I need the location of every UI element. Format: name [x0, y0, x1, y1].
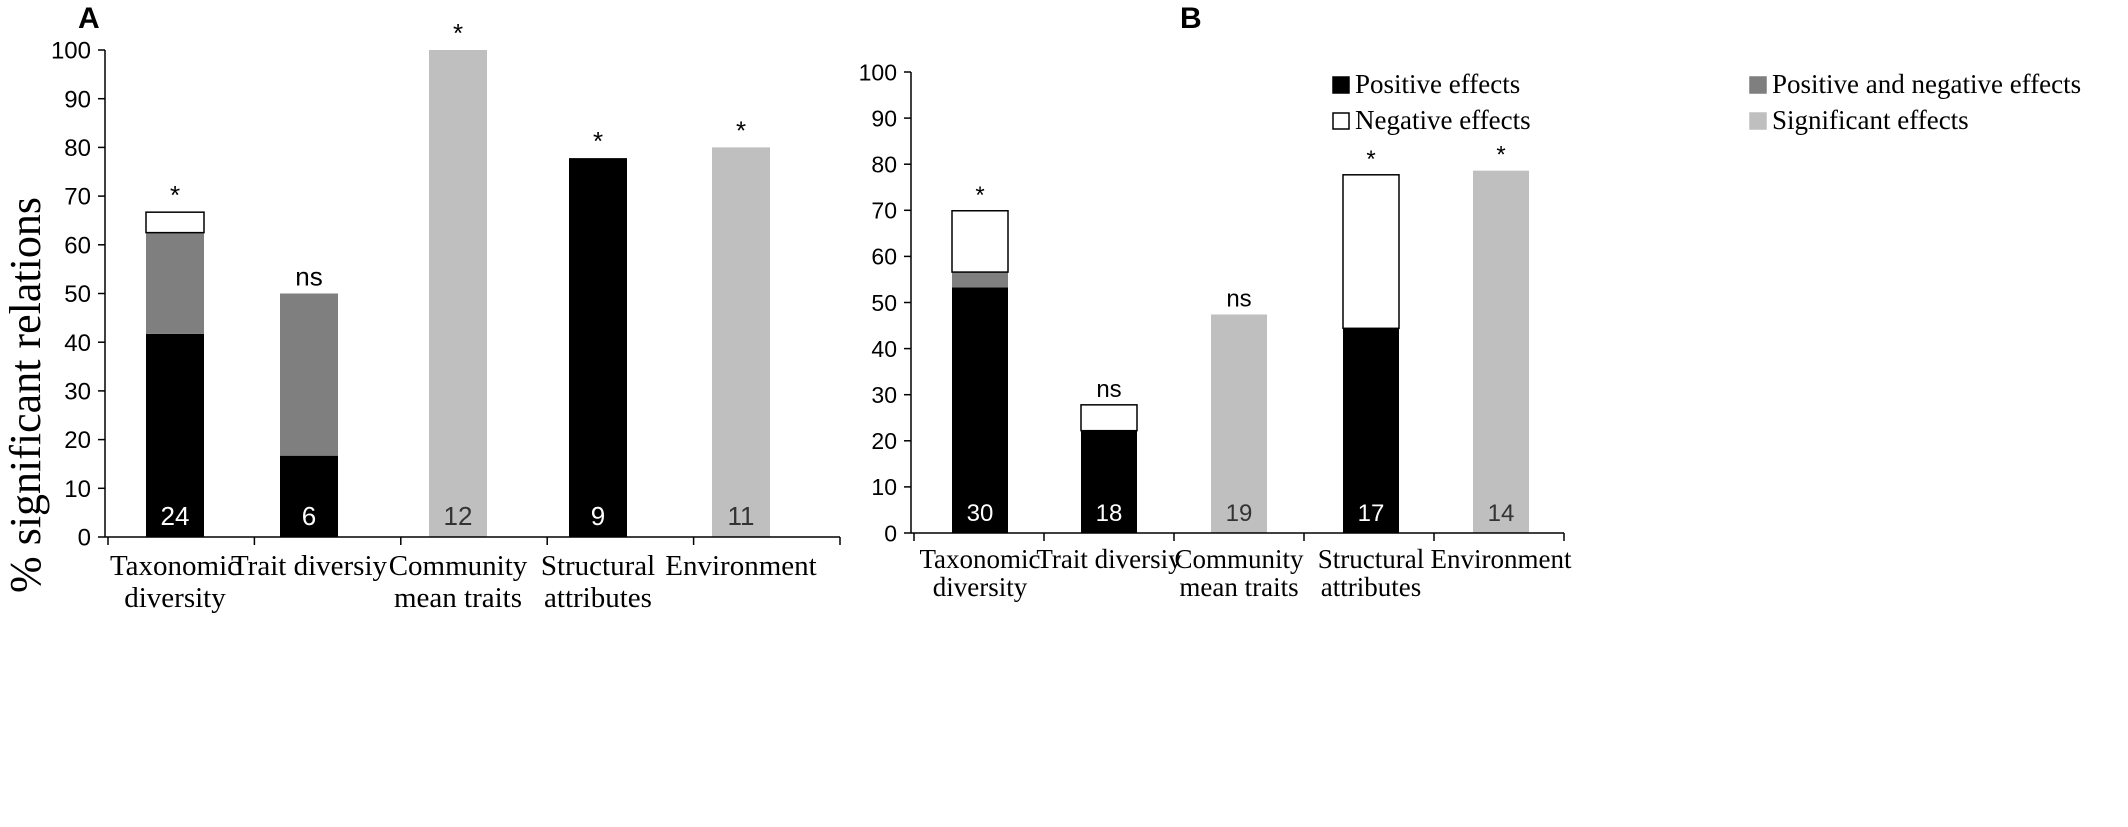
bar-segment — [429, 50, 487, 537]
significance-label: ns — [1226, 285, 1251, 312]
count-label: 19 — [1226, 500, 1253, 527]
y-tick-label: 50 — [871, 290, 897, 316]
bar-segment — [146, 232, 204, 334]
bar-segment — [1343, 328, 1399, 533]
x-tick-label: Structural — [541, 550, 655, 582]
bar-segment — [280, 293, 338, 456]
annotations-b: * 30 ns 18 ns 19 * 17 * 14 — [967, 142, 1515, 527]
y-tick-label: 70 — [871, 198, 897, 224]
significance-label: ns — [295, 262, 322, 292]
bar-segment — [145, 211, 205, 234]
significance-label: * — [1496, 142, 1505, 169]
legend-entry: Positive effects — [1355, 69, 1520, 99]
legend-entry: Significant effects — [1772, 105, 1969, 135]
y-tick-label: 80 — [64, 135, 91, 162]
x-tick-label: Trait diversiy — [1036, 544, 1182, 574]
bar-segment — [951, 210, 1009, 273]
legend-swatch — [1332, 76, 1350, 94]
x-tick-label: diversity — [124, 582, 226, 614]
x-tick-label: mean traits — [1179, 572, 1298, 602]
count-label: 12 — [444, 501, 473, 531]
bar-segment — [569, 158, 627, 537]
count-label: 24 — [161, 501, 190, 531]
y-axis-a: 0 10 20 30 40 50 60 70 80 90 100 — [51, 38, 106, 552]
legend: Positive effects Positive and negative ef… — [1332, 69, 2081, 135]
significance-label: * — [170, 180, 180, 210]
bar-segment — [1081, 430, 1137, 533]
y-tick-label: 10 — [871, 474, 897, 500]
y-tick-label: 100 — [51, 38, 91, 65]
bar-segment — [1473, 170, 1529, 534]
legend-swatch — [1749, 76, 1767, 94]
bars-a — [145, 50, 770, 537]
panel-label-b: B — [1180, 2, 1202, 35]
bar-segment — [1211, 314, 1267, 533]
count-label: 30 — [967, 500, 994, 527]
y-tick-label: 20 — [64, 427, 91, 454]
significance-label: ns — [1096, 376, 1121, 403]
y-tick-label: 90 — [64, 86, 91, 113]
significance-label: * — [593, 126, 603, 156]
bar-segment — [1080, 404, 1138, 432]
bar-segment — [952, 272, 1008, 288]
x-tick-label: attributes — [544, 582, 652, 614]
count-label: 18 — [1096, 500, 1123, 527]
x-tick-label: Environment — [665, 550, 816, 582]
legend-swatch — [1749, 112, 1767, 130]
y-tick-label: 20 — [871, 428, 897, 454]
y-tick-label: 90 — [871, 105, 897, 131]
x-tick-label: diversity — [933, 572, 1028, 602]
y-tick-label: 10 — [64, 476, 91, 503]
x-tick-label: Trait diversiy — [231, 550, 388, 582]
legend-entry: Negative effects — [1355, 105, 1531, 135]
significance-label: * — [1366, 146, 1375, 173]
x-tick-label: Taxonomic — [110, 550, 240, 582]
chart-panel-a: A % significant relations 0 10 20 30 40 50 60 7… — [1, 2, 841, 614]
y-tick-label: 30 — [64, 379, 91, 406]
panel-label-a: A — [78, 2, 100, 35]
bar-segment — [146, 333, 204, 537]
y-tick-label: 70 — [64, 184, 91, 211]
annotations-a: * 24 ns 6 * 12 * 9 * 11 — [161, 18, 755, 531]
y-tick-label: 0 — [884, 520, 897, 546]
bar-segment — [952, 287, 1008, 533]
significance-label: * — [975, 182, 984, 209]
y-tick-label: 50 — [64, 281, 91, 308]
bar-segment — [280, 455, 338, 537]
y-tick-label: 80 — [871, 151, 897, 177]
count-label: 9 — [591, 501, 605, 531]
legend-entry: Positive and negative effects — [1772, 69, 2081, 99]
count-label: 11 — [728, 501, 755, 531]
y-axis-title: % significant relations — [1, 197, 50, 593]
x-tick-label: Structural — [1318, 544, 1424, 574]
y-tick-label: 0 — [78, 525, 91, 552]
bar-segment — [712, 147, 770, 537]
x-tick-label: mean traits — [394, 582, 522, 614]
y-axis-b: 0 10 20 30 40 50 60 70 80 90 100 — [859, 59, 912, 546]
x-tick-label: Community — [1174, 544, 1304, 574]
y-tick-label: 60 — [871, 244, 897, 270]
y-tick-label: 100 — [859, 59, 897, 85]
x-tick-label: Environment — [1431, 544, 1572, 574]
count-label: 14 — [1488, 500, 1515, 527]
bars-b — [951, 170, 1529, 534]
y-tick-label: 60 — [64, 232, 91, 259]
x-tick-label: attributes — [1321, 572, 1421, 602]
y-tick-label: 40 — [64, 330, 91, 357]
count-label: 6 — [302, 501, 316, 531]
y-tick-label: 30 — [871, 382, 897, 408]
significance-label: * — [736, 115, 746, 145]
bar-segment — [1342, 174, 1400, 330]
x-tick-label: Community — [389, 550, 528, 582]
legend-swatch — [1332, 112, 1350, 130]
x-tick-label: Taxonomic — [919, 544, 1040, 574]
count-label: 17 — [1358, 500, 1385, 527]
significance-label: * — [453, 18, 463, 48]
y-tick-label: 40 — [871, 336, 897, 362]
